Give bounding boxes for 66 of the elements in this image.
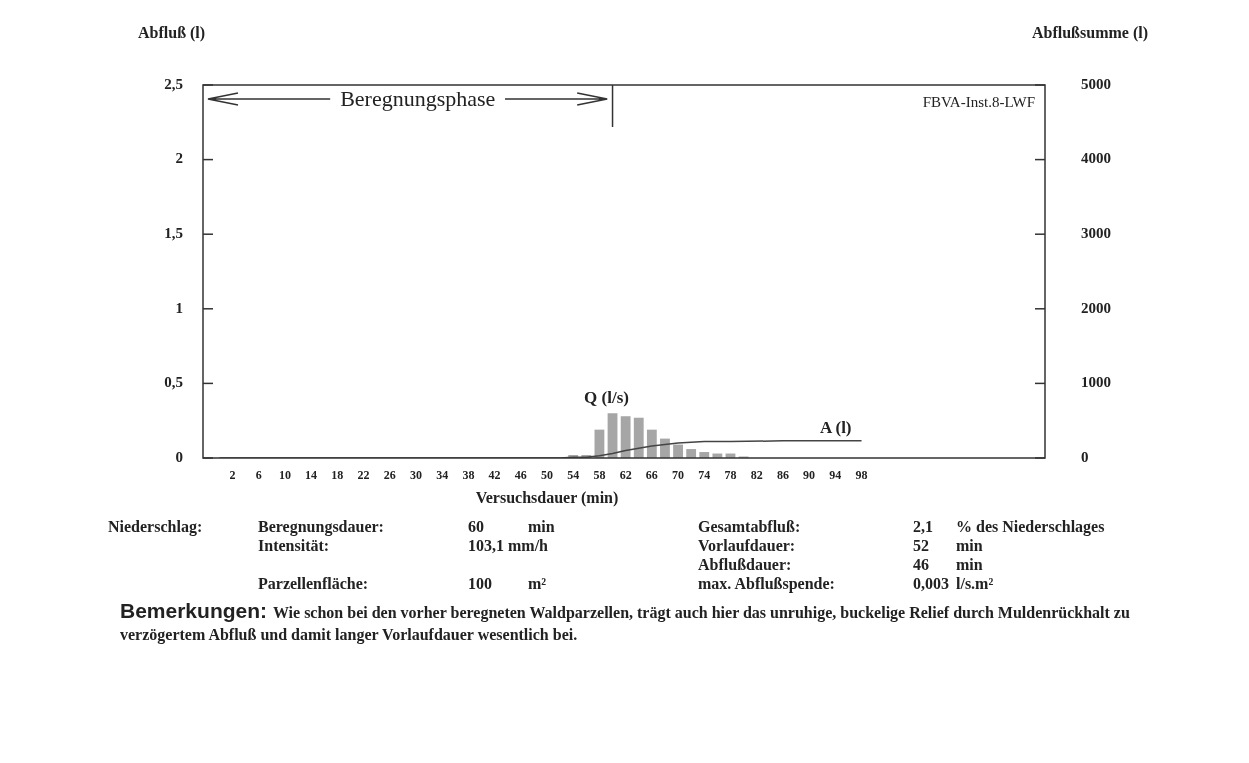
x-tick-label: 6 (255, 468, 262, 483)
text: Parzellenfläche: (258, 575, 369, 593)
x-axis-title: Versuchsdauer (min) (475, 489, 619, 507)
text: l/s.m² (956, 575, 994, 593)
x-tick-label: 46 (514, 468, 527, 483)
series-label: A (l) (819, 417, 852, 437)
y-tick-label: 2,5 (164, 75, 183, 92)
x-tick-label: 62 (619, 468, 632, 483)
x-tick-label: 22 (357, 468, 370, 483)
x-tick-label: 50 (541, 468, 554, 483)
x-tick-label: 90 (803, 468, 816, 483)
x-tick-label: 2 (229, 468, 236, 483)
text: Niederschlag: (108, 518, 203, 536)
y2-tick-label: 0 (1081, 448, 1089, 465)
x-tick-label: 78 (724, 468, 737, 483)
x-tick-label: 58 (593, 468, 606, 483)
x-tick-label: 82 (750, 468, 763, 483)
x-tick-label: 86 (776, 468, 789, 483)
x-tick-label: 10 (278, 468, 291, 483)
text: min (528, 518, 555, 536)
x-tick-label: 30 (409, 468, 422, 483)
text: Abflußdauer: (698, 556, 792, 574)
y2-tick-label: 3000 (1081, 225, 1111, 242)
y2-tick-label: 4000 (1081, 150, 1111, 167)
y2-axis-title: Abflußsumme (l) (1031, 24, 1148, 42)
annotation: FBVA-Inst.8-LWF (922, 93, 1035, 110)
x-tick-label: 34 (436, 468, 449, 483)
y2-tick-label: 1000 (1081, 374, 1111, 391)
text: Beregnungsdauer: (258, 518, 384, 536)
x-tick-label: 70 (672, 468, 685, 483)
y-axis-title: Abfluß (l) (138, 24, 206, 42)
text: min (956, 537, 983, 555)
y2-tick-label: 2000 (1081, 299, 1111, 316)
text: min (956, 556, 983, 574)
text: Gesamtabfluß: (698, 518, 801, 536)
series-label: Q (l/s) (584, 388, 629, 408)
text: 46 (913, 556, 929, 574)
text: 103,1 mm/h (468, 537, 548, 555)
text: 0,003 (913, 575, 949, 593)
text: Vorlaufdauer: (698, 537, 796, 555)
x-tick-label: 98 (855, 468, 868, 483)
x-tick-label: 74 (698, 468, 711, 483)
y-tick-label: 1 (175, 299, 183, 316)
y-tick-label: 0,5 (164, 374, 183, 391)
x-tick-label: 38 (462, 468, 475, 483)
x-tick-label: 66 (645, 468, 658, 483)
y-tick-label: 1,5 (164, 225, 183, 242)
x-tick-label: 18 (331, 468, 344, 483)
text: % des Niederschlages (956, 518, 1105, 536)
x-tick-label: 26 (383, 468, 396, 483)
text: 60 (468, 518, 484, 536)
text: Intensität: (258, 537, 330, 555)
text: m² (528, 575, 547, 593)
x-tick-label: 14 (305, 468, 318, 483)
text: max. Abflußspende: (698, 575, 835, 593)
y-tick-label: 0 (175, 448, 183, 465)
x-tick-label: 54 (567, 468, 580, 483)
x-tick-label: 42 (488, 468, 501, 483)
text: 2,1 (913, 518, 933, 536)
y2-tick-label: 5000 (1081, 75, 1111, 92)
text: 100 (468, 575, 492, 593)
text: 52 (913, 537, 929, 555)
annotation: Beregnungsphase (340, 86, 496, 112)
y-tick-label: 2 (175, 150, 183, 167)
x-tick-label: 94 (829, 468, 842, 483)
text: Bemerkungen: (120, 599, 269, 622)
